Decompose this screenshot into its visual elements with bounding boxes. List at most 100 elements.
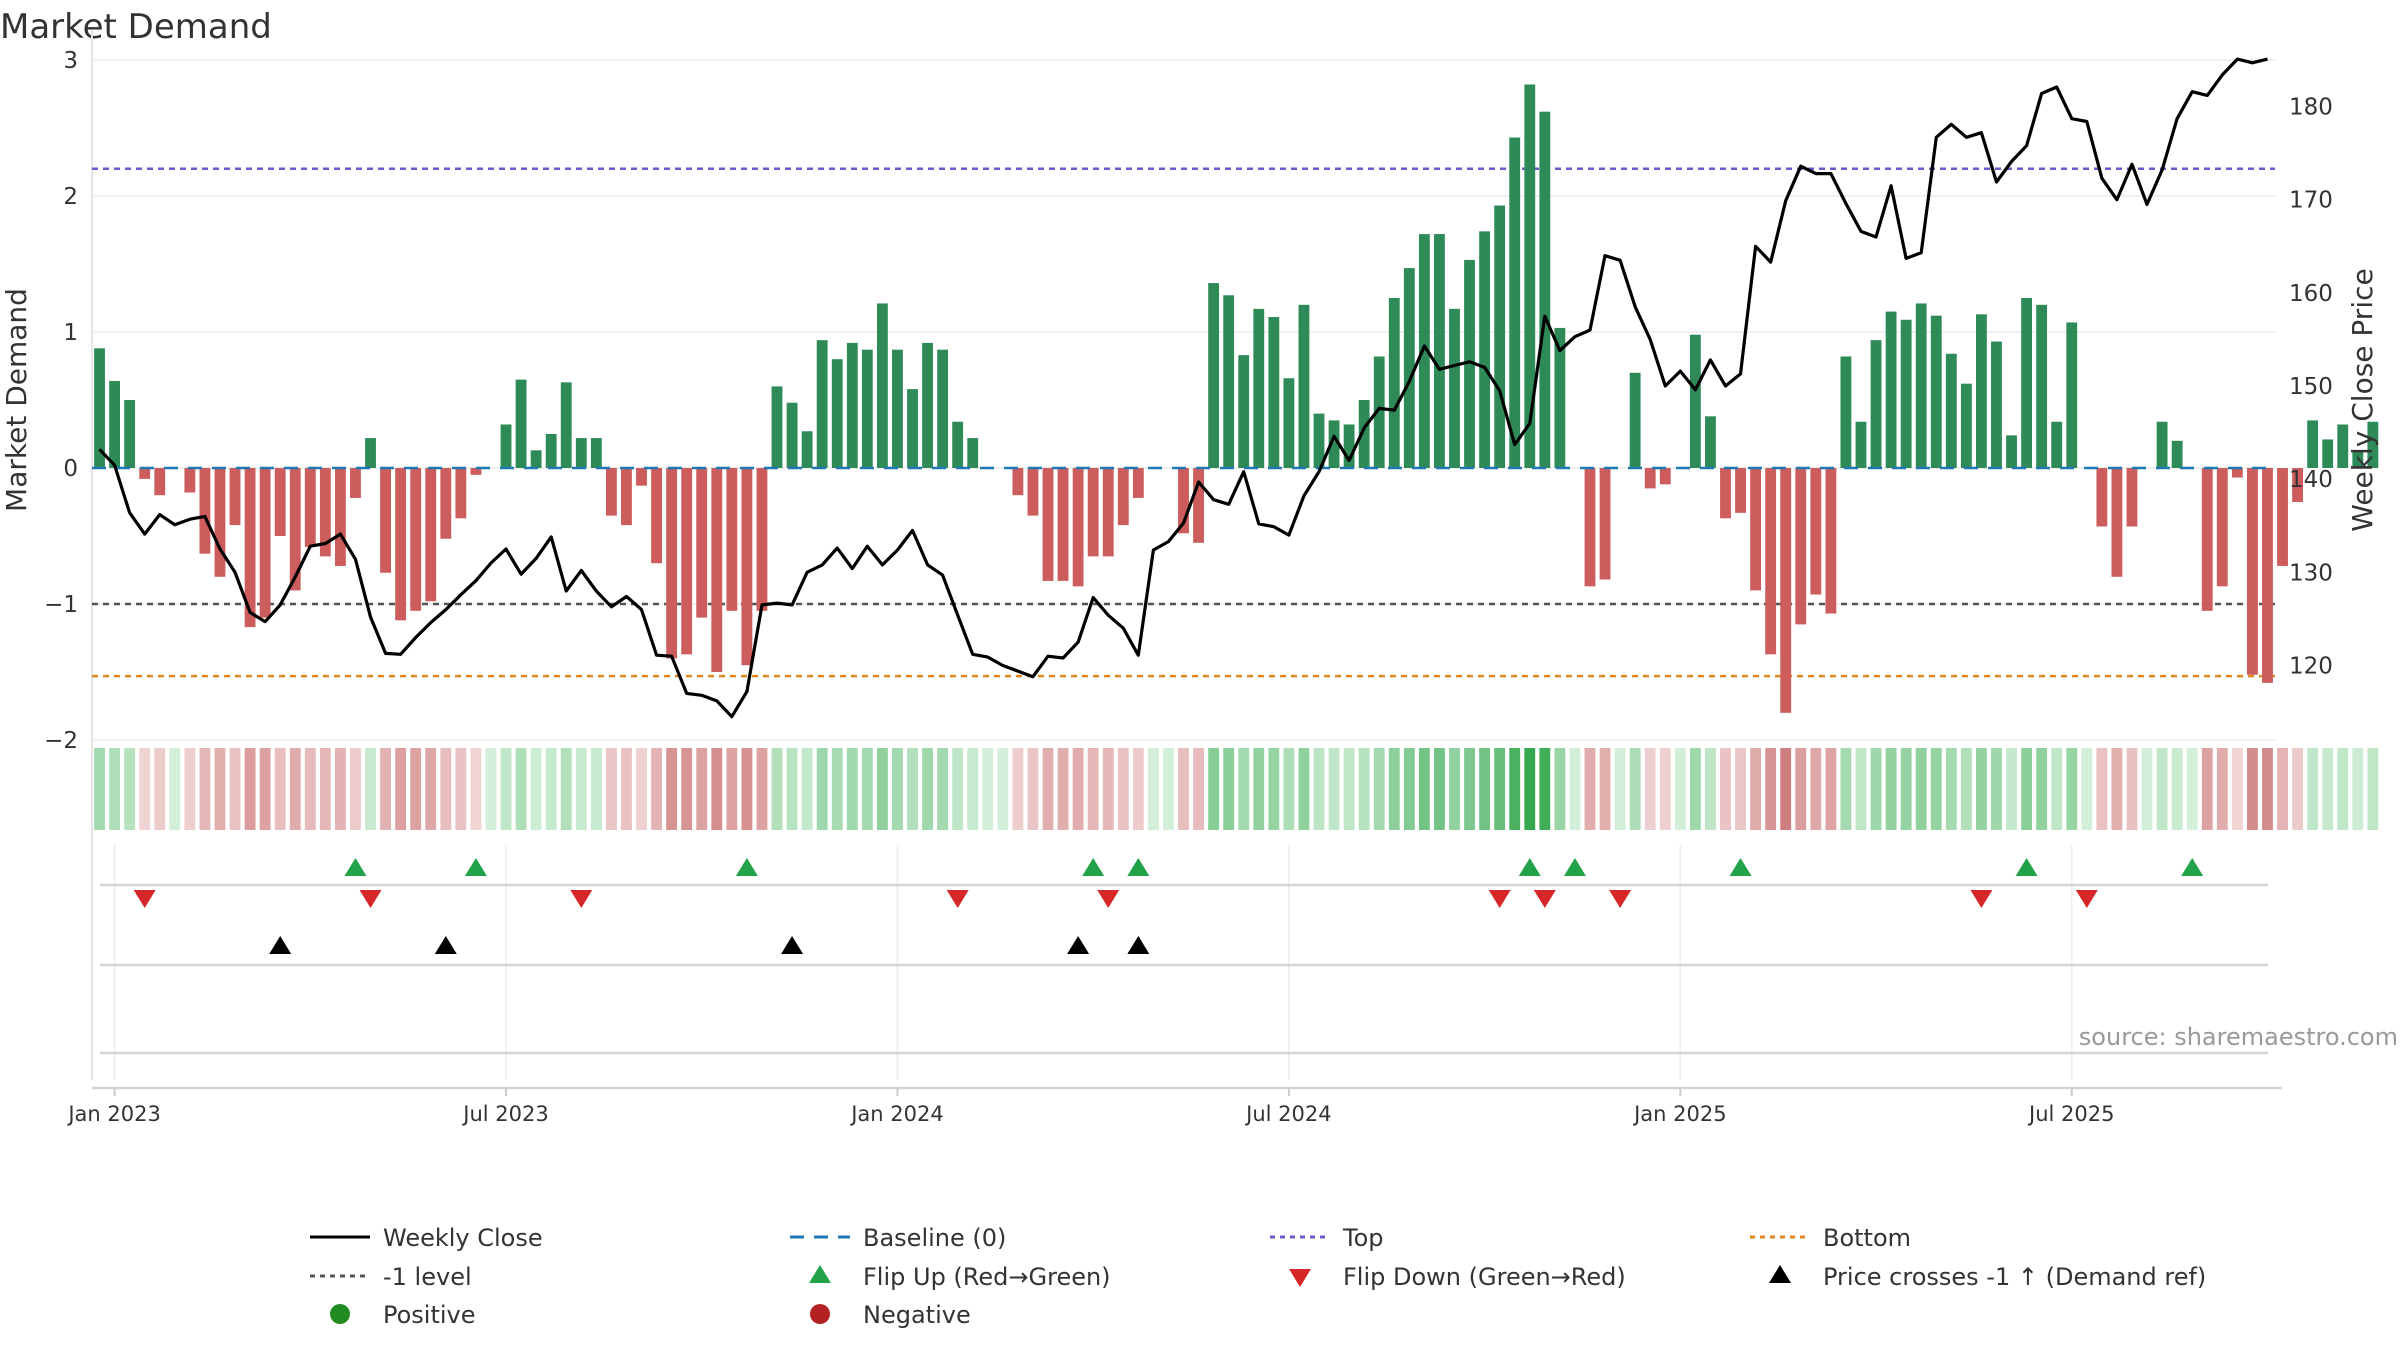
demand-strip-cell bbox=[997, 748, 1009, 830]
demand-bar bbox=[2201, 468, 2213, 611]
demand-bar bbox=[1840, 356, 1852, 468]
legend-item: Flip Up (Red→Green) bbox=[809, 1263, 1111, 1291]
demand-bar bbox=[425, 468, 437, 602]
demand-bar bbox=[1945, 353, 1957, 468]
demand-strip-cell bbox=[109, 748, 121, 830]
price-cross-marker bbox=[434, 936, 457, 954]
demand-strip-cell bbox=[2141, 748, 2153, 830]
demand-bar bbox=[1930, 315, 1942, 468]
demand-bar bbox=[334, 468, 346, 566]
demand-bar bbox=[2216, 468, 2228, 587]
demand-strip-cell bbox=[1479, 748, 1491, 830]
demand-bar bbox=[952, 421, 964, 468]
demand-bar bbox=[1750, 468, 1762, 591]
demand-strip-cell bbox=[1810, 748, 1822, 830]
demand-bar bbox=[2277, 468, 2288, 566]
demand-strip-cell bbox=[892, 748, 903, 830]
demand-bar bbox=[440, 468, 452, 539]
demand-strip-cell bbox=[2066, 748, 2078, 830]
demand-bar bbox=[2352, 450, 2364, 468]
demand-bar bbox=[605, 468, 617, 516]
demand-bar bbox=[1915, 303, 1927, 468]
demand-strip-cell bbox=[605, 748, 617, 830]
demand-bar bbox=[1298, 304, 1310, 468]
y-axis-ticks: 3 2 1 0 −1 −2 bbox=[44, 48, 78, 754]
demand-strip-cell bbox=[2216, 748, 2228, 830]
demand-bar bbox=[2066, 322, 2078, 468]
demand-strip-cell bbox=[214, 748, 226, 830]
demand-strip-cell bbox=[1313, 748, 1325, 830]
demand-strip-cell bbox=[2096, 748, 2108, 830]
demand-strip-cell bbox=[154, 748, 166, 830]
demand-bar bbox=[1208, 283, 1220, 468]
demand-strip-cell bbox=[1599, 748, 1611, 830]
demand-strip-cell bbox=[952, 748, 964, 830]
y2-tick-label: 170 bbox=[2289, 188, 2333, 214]
demand-strip-cell bbox=[1825, 748, 1837, 830]
demand-bar bbox=[1223, 295, 1235, 468]
demand-bar bbox=[1117, 468, 1129, 526]
demand-strip-cell bbox=[1705, 748, 1716, 830]
demand-bar bbox=[831, 359, 843, 468]
x-axis-ticks: Jan 2023 Jul 2023 Jan 2024 Jul 2024 Jan 2025… bbox=[66, 1088, 2114, 1126]
demand-bar bbox=[1885, 311, 1897, 468]
demand-bar bbox=[1313, 413, 1325, 468]
demand-bar bbox=[139, 468, 151, 479]
legend-label: Negative bbox=[863, 1301, 971, 1329]
demand-bar bbox=[1629, 372, 1641, 468]
reference-lines bbox=[92, 167, 2275, 678]
demand-strip-cell bbox=[711, 748, 723, 830]
demand-strip-cell bbox=[1283, 748, 1295, 830]
flip-down-marker bbox=[133, 890, 156, 908]
y-tick-label: −2 bbox=[44, 728, 78, 754]
demand-bar bbox=[1735, 468, 1746, 513]
demand-strip-cell bbox=[485, 748, 497, 830]
x-tick-label: Jul 2025 bbox=[2027, 1102, 2114, 1126]
legend-swatch-triangle-up bbox=[1769, 1265, 1791, 1283]
demand-strip-cell bbox=[1509, 748, 1521, 830]
demand-strip-cell bbox=[1569, 748, 1581, 830]
demand-bar bbox=[214, 468, 226, 577]
demand-bar bbox=[1193, 468, 1204, 543]
demand-bar bbox=[1539, 111, 1551, 469]
demand-bar bbox=[1358, 400, 1370, 468]
demand-bar bbox=[229, 468, 241, 526]
demand-strip-cell bbox=[1147, 748, 1159, 830]
legend-label: Positive bbox=[383, 1301, 476, 1329]
demand-strip-cell bbox=[1012, 748, 1024, 830]
demand-strip-cell bbox=[771, 748, 783, 830]
demand-bar bbox=[304, 468, 316, 547]
legend-item: Flip Down (Green→Red) bbox=[1289, 1263, 1626, 1291]
demand-bar bbox=[1720, 468, 1731, 519]
demand-strip-cell bbox=[1434, 748, 1445, 830]
flip-up-marker bbox=[1082, 858, 1105, 876]
y2-tick-label: 150 bbox=[2289, 374, 2333, 400]
chart-title: Market Demand bbox=[0, 7, 272, 47]
y2-tick-label: 120 bbox=[2289, 653, 2333, 679]
flip-up-marker bbox=[344, 858, 367, 876]
flip-up-marker bbox=[2015, 858, 2038, 876]
legend-label: Bottom bbox=[1823, 1224, 1911, 1252]
demand-strip-cell bbox=[124, 748, 136, 830]
demand-bar bbox=[861, 349, 873, 468]
demand-bar bbox=[666, 468, 678, 659]
demand-bar bbox=[2096, 468, 2108, 527]
demand-strip-cell bbox=[1373, 748, 1385, 830]
demand-strip-cell bbox=[1614, 748, 1626, 830]
flip-up-marker bbox=[2181, 858, 2204, 876]
demand-strip-cell bbox=[1915, 748, 1927, 830]
demand-bar bbox=[2231, 468, 2243, 478]
demand-bar bbox=[1780, 468, 1792, 713]
demand-bar bbox=[1795, 468, 1807, 625]
demand-strip-cell bbox=[786, 748, 798, 830]
source-credit: source: sharemaestro.com bbox=[2079, 1023, 2398, 1051]
demand-strip-cell bbox=[1193, 748, 1204, 830]
legend-item: Negative bbox=[810, 1301, 971, 1329]
demand-bar bbox=[1479, 231, 1491, 468]
demand-strip-cell bbox=[2307, 748, 2319, 830]
demand-bar bbox=[1599, 468, 1611, 580]
demand-strip-cell bbox=[455, 748, 467, 830]
legend-swatch-circle bbox=[810, 1304, 830, 1324]
demand-strip-cell bbox=[1629, 748, 1641, 830]
demand-strip-cell bbox=[1900, 748, 1912, 830]
